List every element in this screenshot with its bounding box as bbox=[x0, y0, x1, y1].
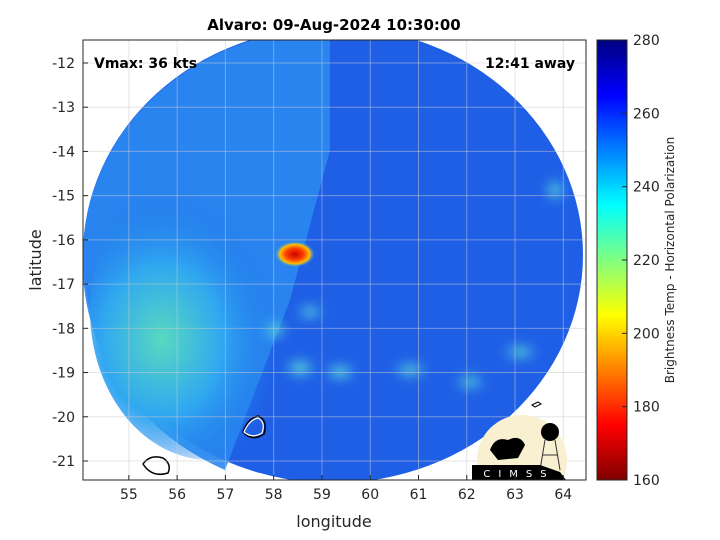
y-tick-label: -14 bbox=[52, 144, 75, 160]
y-tick-label: -18 bbox=[52, 321, 75, 337]
x-tick-label: 57 bbox=[216, 487, 234, 503]
colorbar-tick-label: 240 bbox=[633, 180, 660, 196]
coastline-island bbox=[142, 456, 170, 476]
colorbar-tick-label: 200 bbox=[633, 326, 660, 342]
colorbar-tick-label: 260 bbox=[633, 106, 660, 122]
colorbar-tick-label: 160 bbox=[633, 473, 660, 489]
y-axis-label: latitude bbox=[26, 229, 45, 290]
x-tick-label: 60 bbox=[361, 487, 379, 503]
cimss-logo: CIMSS bbox=[472, 415, 567, 480]
grid bbox=[83, 40, 586, 480]
y-tick-label: -16 bbox=[52, 233, 75, 249]
convective-bands bbox=[265, 180, 563, 388]
x-tick-label: 63 bbox=[506, 487, 524, 503]
x-tick-label: 59 bbox=[313, 487, 331, 503]
coastline-island bbox=[242, 415, 266, 439]
x-tick-label: 61 bbox=[410, 487, 428, 503]
logo-text: CIMSS bbox=[483, 469, 554, 480]
colorbar-ticks: 160 180 200 220 240 260 280 bbox=[622, 33, 660, 489]
x-tick-label: 64 bbox=[554, 487, 572, 503]
x-tick-label: 56 bbox=[168, 487, 186, 503]
x-tick-label: 58 bbox=[265, 487, 283, 503]
colorbar-tick-label: 220 bbox=[633, 253, 660, 269]
y-tick-label: -21 bbox=[52, 454, 75, 470]
colorbar-tick-label: 280 bbox=[633, 33, 660, 49]
vmax-annotation: Vmax: 36 kts bbox=[94, 56, 197, 72]
y-tick-label: -15 bbox=[52, 189, 75, 205]
x-ticks: 55 56 57 58 59 60 61 62 63 64 bbox=[120, 475, 572, 503]
swath-light-region bbox=[90, 160, 330, 460]
y-tick-label: -17 bbox=[52, 277, 75, 293]
warm-core bbox=[274, 241, 315, 268]
axes-frame bbox=[82, 39, 587, 481]
colorbar-tick-label: 180 bbox=[633, 400, 660, 416]
y-ticks: -12 -13 -14 -15 -16 -17 -18 -19 -20 -21 bbox=[52, 56, 88, 470]
x-tick-label: 62 bbox=[458, 487, 476, 503]
y-tick-label: -20 bbox=[52, 410, 75, 426]
plot-area bbox=[83, 40, 586, 480]
y-tick-label: -13 bbox=[52, 100, 75, 116]
chart-title: Alvaro: 09-Aug-2024 10:30:00 bbox=[207, 16, 461, 34]
y-tick-label: -12 bbox=[52, 56, 75, 72]
y-tick-label: -19 bbox=[52, 366, 75, 382]
time-away-annotation: 12:41 away bbox=[485, 56, 575, 72]
x-tick-label: 55 bbox=[120, 487, 138, 503]
x-axis-label: longitude bbox=[296, 512, 371, 531]
colorbar-label: Brightness Temp - Horizontal Polarizatio… bbox=[663, 137, 677, 384]
